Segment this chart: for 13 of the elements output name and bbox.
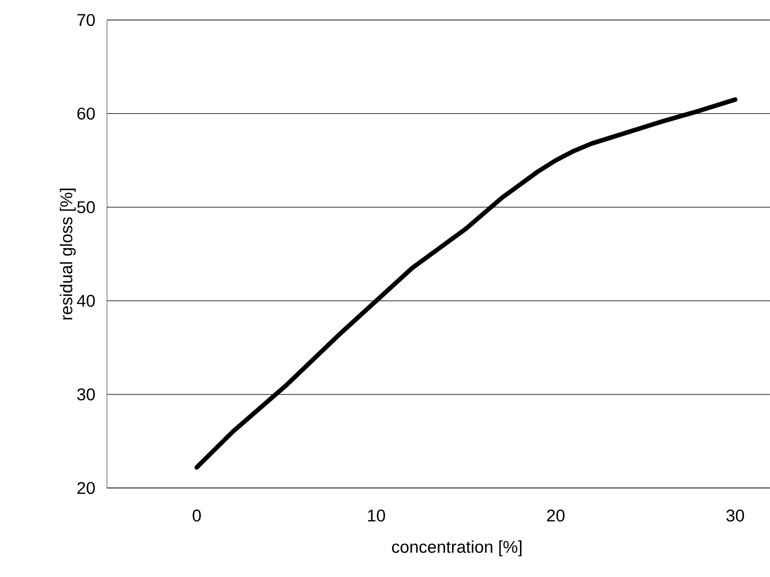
y-tick-label: 20 (77, 482, 95, 494)
y-tick-label: 30 (77, 388, 95, 400)
y-tick-label: 50 (77, 201, 95, 214)
y-tick-label: 40 (76, 294, 95, 307)
y-tick-label: 60 (77, 108, 95, 120)
x-axis-title: concentration [%] (392, 540, 522, 556)
y-axis-title: residual gloss [%] (60, 188, 76, 320)
x-tick-label: 10 (368, 510, 386, 522)
line-series (194, 97, 738, 470)
x-tick-label: 20 (547, 510, 565, 522)
x-tick-label: 0 (192, 510, 201, 522)
x-tick-label: 30 (726, 510, 744, 522)
y-tick-label: 70 (77, 14, 95, 26)
